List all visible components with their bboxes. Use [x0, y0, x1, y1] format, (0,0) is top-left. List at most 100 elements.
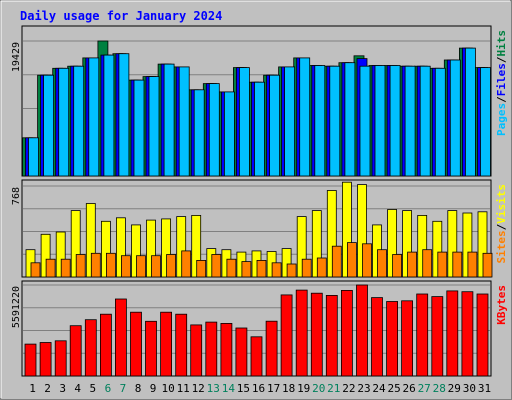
bar-kbytes: [386, 301, 399, 377]
bar-sites: [271, 262, 282, 278]
bar-kbytes: [416, 293, 429, 377]
bar-sites: [316, 257, 327, 278]
day-label: 29: [448, 382, 461, 395]
bar-sites: [45, 258, 56, 278]
bar-pages: [314, 65, 326, 177]
day-label: 19: [297, 382, 310, 395]
bar-visits: [146, 219, 156, 278]
visits-panel: 768 Sites/Visits: [11, 179, 508, 278]
bar-sites: [467, 251, 478, 278]
bar-pages: [238, 67, 250, 177]
legend: Pages/Files/Hits: [495, 30, 508, 136]
day-label: 20: [312, 382, 325, 395]
bar-visits: [281, 248, 292, 278]
bar-visits: [311, 210, 322, 278]
bar-pages: [374, 65, 386, 177]
bar-sites: [241, 261, 252, 278]
bar-kbytes: [265, 320, 278, 377]
day-label: 31: [478, 382, 491, 395]
legend-separator: /: [495, 223, 508, 230]
bar-kbytes: [310, 292, 323, 377]
traffic-panel: 19429 Pages/Files/Hits: [11, 25, 508, 177]
bar-sites: [226, 258, 237, 278]
bar-visits: [462, 212, 473, 278]
legend-item: Files: [495, 63, 508, 96]
bar-sites: [106, 252, 116, 278]
day-axis-labels: 1 2 3 4 5 6 7 8 9 10 11 12 13 14 15 16 17 18 19 20 21 22 23 24 2…: [29, 382, 491, 395]
bar-sites: [407, 251, 418, 278]
bar-sites: [377, 249, 387, 278]
y-max-label: 5591220: [11, 286, 22, 328]
bar-kbytes: [280, 294, 293, 377]
bar-visits: [296, 216, 307, 278]
legend-item: Pages: [495, 103, 508, 136]
bar-pages: [389, 65, 401, 177]
day-label: 28: [433, 382, 446, 395]
legend-item: KBytes: [495, 285, 508, 325]
day-label: 7: [120, 382, 127, 395]
day-label: 26: [402, 382, 415, 395]
bar-sites: [166, 254, 177, 278]
bar-kbytes: [115, 298, 127, 377]
day-label: 24: [372, 382, 386, 395]
bar-pages: [178, 66, 190, 177]
day-label: 1: [29, 382, 36, 395]
day-label: 3: [59, 382, 66, 395]
day-label: 18: [282, 382, 295, 395]
bar-pages: [284, 66, 296, 177]
legend-separator: /: [495, 96, 508, 103]
bar-sites: [301, 258, 312, 278]
bar-kbytes: [476, 293, 489, 377]
bar-visits: [402, 210, 413, 278]
bar-sites: [136, 255, 146, 278]
bar-visits: [101, 220, 111, 278]
bar-kbytes: [39, 342, 52, 377]
day-label: 4: [74, 382, 81, 395]
legend-item: Visits: [495, 184, 508, 224]
legend-separator: /: [495, 56, 508, 63]
day-label: 21: [327, 382, 340, 395]
bar-pages: [464, 47, 476, 177]
bar-visits: [432, 220, 443, 278]
bar-pages: [344, 62, 356, 177]
bar-pages: [88, 57, 100, 177]
day-label: 5: [89, 382, 96, 395]
legend: KBytes: [495, 285, 508, 325]
bar-pages: [269, 74, 281, 177]
bar-visits: [161, 218, 172, 278]
bar-sites: [196, 259, 207, 278]
bar-kbytes: [461, 291, 474, 377]
bar-sites: [60, 258, 71, 278]
bar-pages: [404, 65, 416, 177]
legend-item: Sites: [495, 230, 508, 263]
bar-kbytes: [431, 296, 444, 377]
day-label: 2: [44, 382, 51, 395]
bar-sites: [286, 263, 297, 278]
bar-sites: [482, 252, 493, 278]
day-label: 30: [463, 382, 476, 395]
bar-sites: [422, 249, 433, 278]
bar-kbytes: [190, 324, 203, 377]
bar-pages: [118, 53, 130, 177]
day-label: 9: [150, 382, 157, 395]
bar-pages: [434, 67, 446, 177]
bar-pages: [329, 65, 341, 177]
bar-sites: [211, 254, 222, 278]
bar-kbytes: [145, 320, 157, 377]
bar-kbytes: [340, 289, 353, 377]
bar-visits: [357, 184, 367, 278]
day-label: 17: [267, 382, 280, 395]
bar-pages: [148, 76, 160, 177]
bar-sites: [392, 254, 403, 278]
day-label: 13: [207, 382, 220, 395]
bar-sites: [437, 251, 448, 278]
bar-kbytes: [295, 289, 308, 377]
day-label: 8: [135, 382, 142, 395]
chart-title: Daily usage for January 2024: [20, 9, 222, 23]
bar-visits: [447, 210, 458, 278]
bar-pages: [43, 74, 54, 177]
bar-kbytes: [235, 327, 248, 377]
bar-pages: [299, 57, 311, 177]
y-max-label: 19429: [11, 42, 22, 72]
bar-visits: [55, 231, 66, 278]
